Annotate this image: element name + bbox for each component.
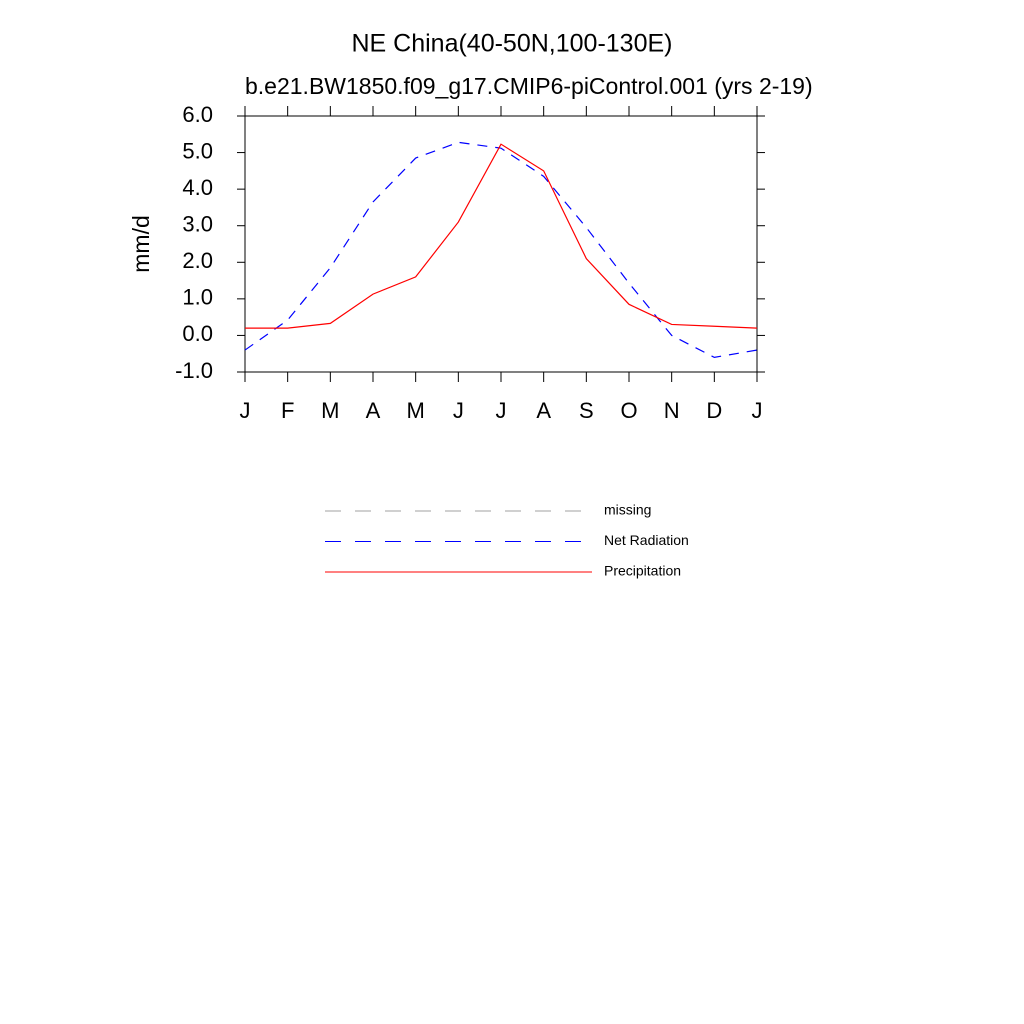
chart-subtitle: b.e21.BW1850.f09_g17.CMIP6-piControl.001… — [245, 73, 813, 99]
plot-frame — [244, 115, 758, 373]
x-tick-label: J — [752, 398, 763, 423]
chart-title: NE China(40-50N,100-130E) — [351, 30, 672, 58]
y-tick-label: 6.0 — [182, 102, 213, 127]
x-tick-label: M — [321, 398, 339, 423]
x-tick-label: N — [664, 398, 680, 423]
x-tick-label: O — [620, 398, 637, 423]
y-axis-label: mm/d — [128, 215, 154, 273]
y-tick-label: 2.0 — [182, 248, 213, 273]
x-tick-label: M — [407, 398, 425, 423]
x-tick-label: A — [366, 398, 381, 423]
series-line — [244, 141, 758, 358]
series-line — [245, 143, 758, 329]
x-tick-label: F — [281, 398, 294, 423]
legend-label: missing — [604, 502, 651, 518]
x-tick-label: J — [240, 398, 251, 423]
y-tick-label: 3.0 — [182, 212, 213, 237]
x-tick-label: S — [579, 398, 594, 423]
y-tick-label: -1.0 — [175, 358, 213, 383]
x-tick-label: A — [536, 398, 551, 423]
y-tick-label: 4.0 — [182, 175, 213, 200]
legend-label: Net Radiation — [604, 532, 689, 548]
x-tick-label: D — [706, 398, 722, 423]
y-tick-label: 5.0 — [182, 138, 213, 163]
y-tick-label: 0.0 — [182, 321, 213, 346]
x-tick-label: J — [453, 398, 464, 423]
y-tick-label: 1.0 — [182, 285, 213, 310]
legend-label: Precipitation — [604, 563, 681, 579]
x-tick-label: J — [496, 398, 507, 423]
